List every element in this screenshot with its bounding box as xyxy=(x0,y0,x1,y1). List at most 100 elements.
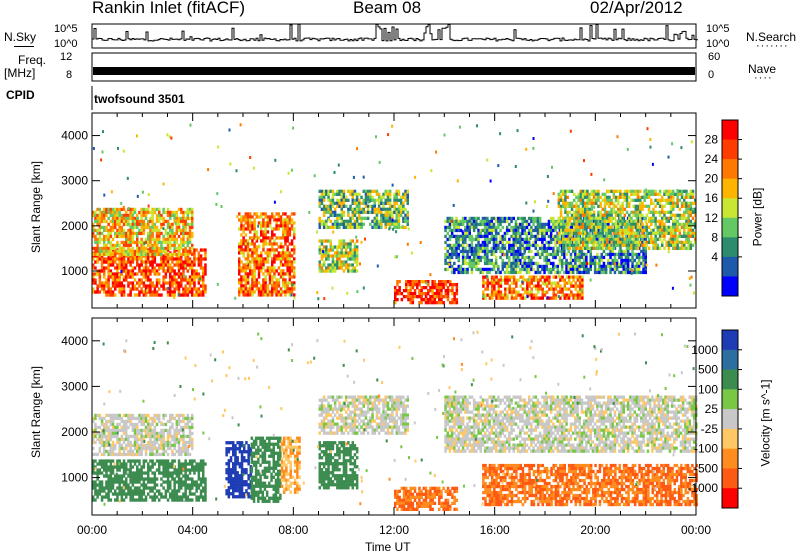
power-cell xyxy=(282,233,285,237)
power-cell xyxy=(550,281,553,285)
power-cell xyxy=(366,195,370,199)
power-cell xyxy=(262,248,265,252)
power-cell xyxy=(521,287,525,291)
power-cell xyxy=(195,275,198,279)
power-cell xyxy=(193,251,196,255)
power-cell xyxy=(268,236,272,240)
power-cell xyxy=(377,192,381,196)
power-speckle xyxy=(220,205,223,208)
power-cell xyxy=(147,284,150,288)
power-cell xyxy=(342,260,346,264)
power-cell xyxy=(689,246,693,250)
power-cell xyxy=(579,201,583,205)
power-cell xyxy=(596,270,599,275)
power-cell xyxy=(125,240,128,245)
power-cell xyxy=(413,283,417,287)
power-cell xyxy=(676,201,679,205)
power-cell xyxy=(384,219,387,223)
power-cell xyxy=(262,272,265,276)
power-cell xyxy=(171,284,174,288)
power-cell xyxy=(171,213,174,218)
power-cell xyxy=(652,219,655,223)
power-cell xyxy=(450,231,454,236)
power-cell xyxy=(284,281,287,285)
power-cell xyxy=(182,266,185,270)
power-cell xyxy=(325,248,328,252)
power-cell xyxy=(260,284,263,288)
power-cell xyxy=(678,189,682,193)
power-cell xyxy=(515,296,518,300)
power-cell xyxy=(560,267,564,272)
power-cell xyxy=(138,269,141,273)
power-cell xyxy=(672,231,675,235)
power-cell xyxy=(329,204,332,208)
power-cell xyxy=(650,192,653,196)
power-cell xyxy=(107,240,110,245)
power-cell xyxy=(691,189,695,193)
power-cell xyxy=(519,293,522,297)
power-cell xyxy=(625,204,629,208)
power-cell xyxy=(623,240,627,244)
power-cell xyxy=(144,263,148,267)
power-cell xyxy=(251,272,254,276)
power-cell xyxy=(107,275,110,279)
power-cell xyxy=(184,246,187,251)
power-cell xyxy=(566,213,569,217)
power-cell xyxy=(539,284,542,288)
power-cell xyxy=(578,284,582,288)
power-cell xyxy=(136,246,139,251)
power-cell xyxy=(512,270,515,275)
power-cell xyxy=(479,255,482,260)
power-cell xyxy=(424,292,428,296)
power-cell xyxy=(558,261,562,266)
power-cell xyxy=(147,237,150,242)
power-cell xyxy=(111,260,115,264)
power-cell xyxy=(92,231,95,236)
power-cell xyxy=(98,246,102,251)
power-cell xyxy=(169,252,172,257)
power-cell xyxy=(584,237,587,241)
power-cell xyxy=(628,216,631,220)
power-cell xyxy=(559,213,563,217)
power-cell xyxy=(349,189,352,193)
power-cell xyxy=(388,195,392,199)
power-cell xyxy=(658,234,662,238)
power-cell xyxy=(440,280,443,284)
power-cell xyxy=(386,189,390,193)
power-cell xyxy=(516,252,520,257)
power-cell xyxy=(573,228,576,232)
power-cell xyxy=(391,222,394,226)
power-cell xyxy=(329,213,332,217)
power-cell xyxy=(581,237,585,241)
power-cell xyxy=(92,252,95,257)
power-cell xyxy=(118,216,121,221)
power-cell xyxy=(503,246,507,251)
power-cell xyxy=(160,293,163,297)
power-cell xyxy=(519,237,522,242)
power-cell xyxy=(144,269,148,273)
power-cell xyxy=(483,225,487,230)
power-cell xyxy=(331,260,335,264)
power-cell xyxy=(107,207,110,212)
power-cell xyxy=(665,216,668,220)
power-cell xyxy=(260,251,263,255)
power-cell xyxy=(512,240,515,245)
power-cell xyxy=(619,243,622,247)
power-cell xyxy=(581,198,585,202)
power-cell xyxy=(255,254,259,258)
power-cell xyxy=(636,198,640,202)
power-cell xyxy=(576,264,579,269)
power-cell xyxy=(643,204,646,208)
power-cell xyxy=(624,255,628,260)
power-cell xyxy=(578,243,581,248)
power-cell xyxy=(674,225,677,229)
power-cell xyxy=(240,287,243,291)
power-cell xyxy=(676,195,679,199)
power-cell xyxy=(111,216,115,221)
power-cell xyxy=(552,252,555,257)
power-cell xyxy=(687,216,690,220)
power-cell xyxy=(184,222,187,227)
power-cell xyxy=(501,278,505,282)
power-cell xyxy=(492,237,496,242)
power-cell xyxy=(277,257,281,261)
